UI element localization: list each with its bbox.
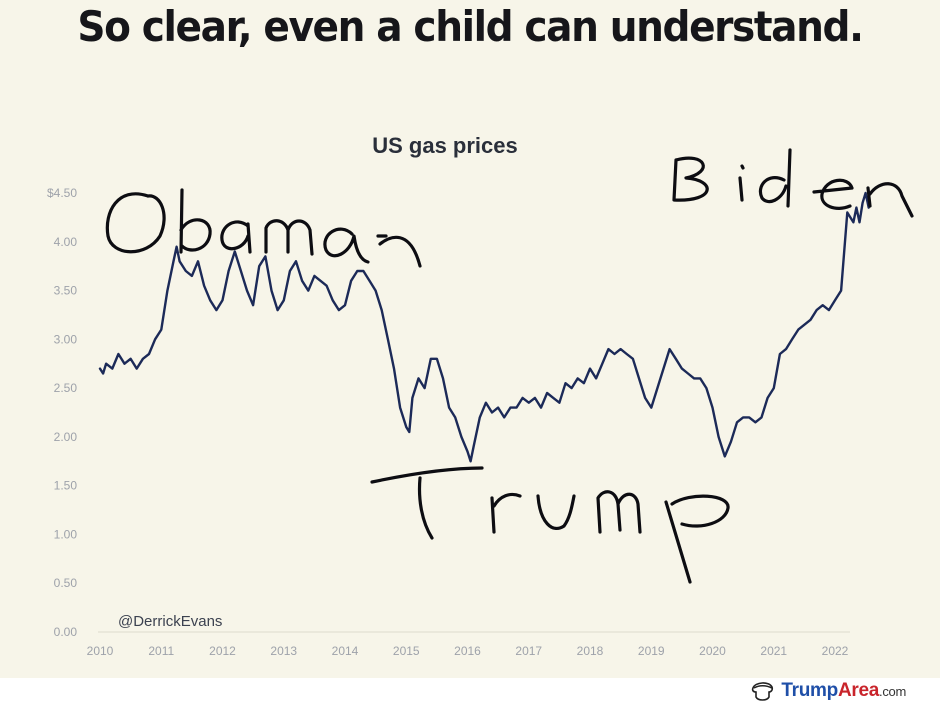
x-tick-label: 2020 xyxy=(699,644,726,658)
brand-accent: Area xyxy=(837,680,880,701)
x-tick-label: 2021 xyxy=(760,644,787,658)
brand-main: Trump xyxy=(781,680,838,701)
watermark-footer: TrumpArea.com xyxy=(0,678,940,703)
meme-panel: So clear, even a child can understand. U… xyxy=(0,0,940,678)
headline: So clear, even a child can understand. xyxy=(77,2,864,51)
brand-name: TrumpArea.com xyxy=(781,680,906,702)
y-tick-label: 3.50 xyxy=(54,284,78,298)
x-tick-label: 2017 xyxy=(515,644,542,658)
y-tick-label: 1.00 xyxy=(54,527,78,541)
handwritten-obama xyxy=(105,188,422,268)
x-tick-label: 2010 xyxy=(87,644,114,658)
x-tick-label: 2011 xyxy=(148,644,174,658)
chart-title: US gas prices xyxy=(372,133,518,158)
x-tick-label: 2015 xyxy=(393,644,420,658)
y-tick-label: 3.00 xyxy=(54,332,78,346)
y-tick-label: 4.00 xyxy=(54,235,78,249)
handwritten-biden xyxy=(672,148,914,218)
x-axis-ticks: 2010 2011 2012 2013 2014 2015 2016 2017 2018 2019… xyxy=(87,644,849,658)
x-tick-label: 2019 xyxy=(638,644,665,658)
brand-suffix: .com xyxy=(879,684,906,699)
x-tick-label: 2022 xyxy=(822,644,849,658)
y-tick-label: 2.50 xyxy=(54,381,78,395)
y-tick-label: 1.50 xyxy=(54,479,78,493)
x-tick-label: 2012 xyxy=(209,644,236,658)
y-tick-label: $4.50 xyxy=(47,186,77,200)
y-tick-label: 0.50 xyxy=(54,576,78,590)
x-tick-label: 2018 xyxy=(577,644,604,658)
y-tick-label: 0.00 xyxy=(54,625,78,639)
brand-watermark: TrumpArea.com xyxy=(749,680,906,702)
x-tick-label: 2016 xyxy=(454,644,481,658)
trump-head-logo-icon xyxy=(752,682,774,701)
credit-handle: @DerrickEvans xyxy=(118,613,222,630)
series-line xyxy=(98,191,870,463)
handwritten-trump xyxy=(370,466,730,584)
y-axis-ticks: 0.00 0.50 1.00 1.50 2.00 2.50 3.00 3.50 4.00 $4.5… xyxy=(47,186,77,639)
x-tick-label: 2014 xyxy=(332,644,359,658)
x-tick-label: 2013 xyxy=(270,644,297,658)
gas-price-chart: US gas prices 0.00 0.50 1.00 1.50 2.00 2.50 3.… xyxy=(47,133,914,658)
y-tick-label: 2.00 xyxy=(54,430,78,444)
